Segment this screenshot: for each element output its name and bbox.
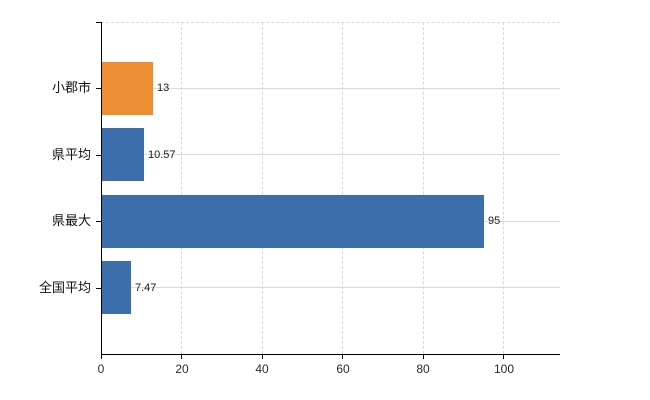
bar <box>102 62 153 115</box>
x-tick-label: 60 <box>336 362 350 376</box>
x-tick-label: 20 <box>175 362 189 376</box>
x-axis-tick <box>503 355 505 359</box>
x-axis-tick <box>342 355 344 359</box>
x-tick-label: 0 <box>97 362 105 376</box>
horizontal-gridline <box>101 287 560 289</box>
category-label: 小郡市 <box>51 80 91 95</box>
value-label: 13 <box>157 82 170 94</box>
plot-top-border <box>101 22 560 23</box>
bar <box>102 261 131 314</box>
x-axis-tick <box>261 355 263 359</box>
bar <box>102 195 484 248</box>
value-label: 7.47 <box>135 282 157 294</box>
x-axis-tick <box>181 355 183 359</box>
x-tick-label: 40 <box>255 362 269 376</box>
x-axis-line <box>101 354 560 355</box>
vertical-gridline <box>503 22 505 354</box>
y-axis-line <box>101 22 102 355</box>
category-label: 県最大 <box>51 213 91 228</box>
vertical-gridline <box>342 22 344 354</box>
vertical-gridline <box>422 22 424 354</box>
value-label: 95 <box>488 215 501 227</box>
value-label: 10.57 <box>148 149 176 161</box>
vertical-gridline <box>261 22 263 354</box>
x-tick-label: 100 <box>493 362 515 376</box>
category-label: 県平均 <box>51 147 91 162</box>
x-axis-tick <box>422 355 424 359</box>
vertical-gridline <box>181 22 183 354</box>
y-axis-tick <box>96 22 101 23</box>
x-axis-tick <box>100 355 102 359</box>
y-axis-tick <box>96 221 101 222</box>
horizontal-gridline <box>101 154 560 156</box>
category-label: 全国平均 <box>38 280 91 295</box>
y-axis-tick <box>96 288 101 289</box>
y-axis-tick <box>96 155 101 156</box>
horizontal-gridline <box>101 87 560 89</box>
y-axis-tick <box>96 88 101 89</box>
bar <box>102 128 144 181</box>
x-tick-label: 80 <box>416 362 430 376</box>
